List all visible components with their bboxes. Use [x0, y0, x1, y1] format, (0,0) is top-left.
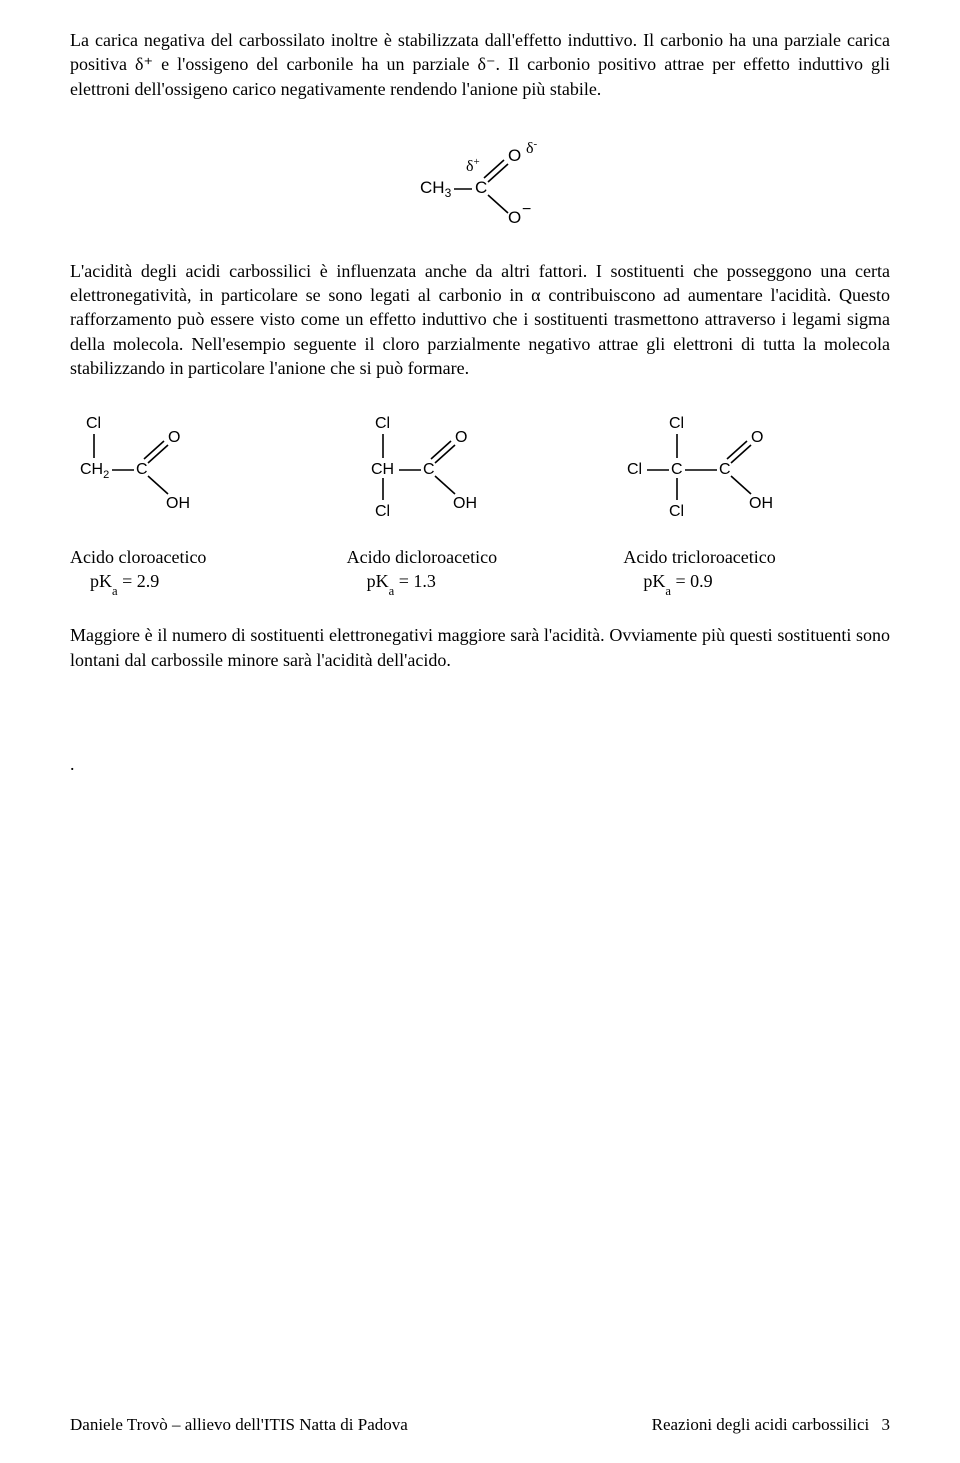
acid-name-3: Acido tricloroacetico	[623, 545, 775, 569]
bond-c-o-2b	[431, 441, 451, 459]
label-oh-2: OH	[453, 495, 477, 512]
bond-c-o-top-1	[488, 164, 508, 182]
label-ch2: CH2	[80, 461, 109, 481]
label-c-3-left: C	[671, 461, 683, 478]
pka-3: pKa = 0.9	[623, 569, 712, 593]
bond-c-o-bot	[488, 195, 508, 213]
pka-1: pKa = 2.9	[70, 569, 159, 593]
label-c-3-right: C	[719, 461, 731, 478]
structure-trichloroacetic: Cl Cl C Cl C O OH	[623, 408, 813, 534]
structure-dichloroacetic: Cl CH Cl C O OH	[347, 408, 517, 534]
bond-c-o-3a	[731, 445, 751, 463]
label-cl-3a: Cl	[669, 415, 684, 432]
label-ch: CH	[371, 461, 394, 478]
label-c-central: C	[475, 178, 487, 197]
pka-2: pKa = 1.3	[347, 569, 436, 593]
label-o-3: O	[751, 429, 763, 446]
label-o-minus: −	[522, 201, 531, 218]
label-delta-minus: δ-	[526, 138, 538, 157]
bond-c-o-3b	[727, 441, 747, 459]
page-number: 3	[882, 1415, 891, 1434]
bond-c-oh-1	[148, 476, 168, 494]
final-dot: .	[70, 752, 890, 776]
label-cl-2b: Cl	[375, 503, 390, 520]
acid-name-2: Acido dicloroacetico	[347, 545, 497, 569]
label-cl-1: Cl	[86, 415, 101, 432]
paragraph-2: L'acidità degli acidi carbossilici è inf…	[70, 259, 890, 380]
label-o-top: O	[508, 146, 521, 165]
acid-name-1: Acido cloroacetico	[70, 545, 206, 569]
label-cl-3c-left: Cl	[627, 461, 642, 478]
label-oh-1: OH	[166, 495, 190, 512]
acetate-diagram: CH3 C O O − δ+ δ-	[70, 131, 890, 231]
paragraph-3: Maggiore è il numero di sostituenti elet…	[70, 623, 890, 672]
label-o-bot: O	[508, 208, 521, 227]
bond-c-o-2a	[435, 445, 455, 463]
label-delta-plus: δ+	[466, 156, 480, 175]
bond-c-o-b	[144, 441, 164, 459]
label-c-1: C	[136, 461, 148, 478]
bond-c-oh-3	[731, 476, 751, 494]
bond-c-o-a	[148, 445, 168, 463]
label-c-2: C	[423, 461, 435, 478]
label-cl-2a: Cl	[375, 415, 390, 432]
structure-chloroacetic: Cl CH2 C O OH	[70, 408, 220, 534]
label-o-1: O	[168, 429, 180, 446]
footer-right: Reazioni degli acidi carbossilici	[652, 1415, 870, 1434]
label-cl-3b: Cl	[669, 503, 684, 520]
label-oh-3: OH	[749, 495, 773, 512]
bond-c-oh-2	[435, 476, 455, 494]
bond-c-o-top-2	[484, 160, 504, 178]
paragraph-1: La carica negativa del carbossilato inol…	[70, 28, 890, 101]
label-ch3: CH3	[420, 178, 452, 200]
label-o-2: O	[455, 429, 467, 446]
footer-left: Daniele Trovò – allievo dell'ITIS Natta …	[70, 1414, 408, 1437]
